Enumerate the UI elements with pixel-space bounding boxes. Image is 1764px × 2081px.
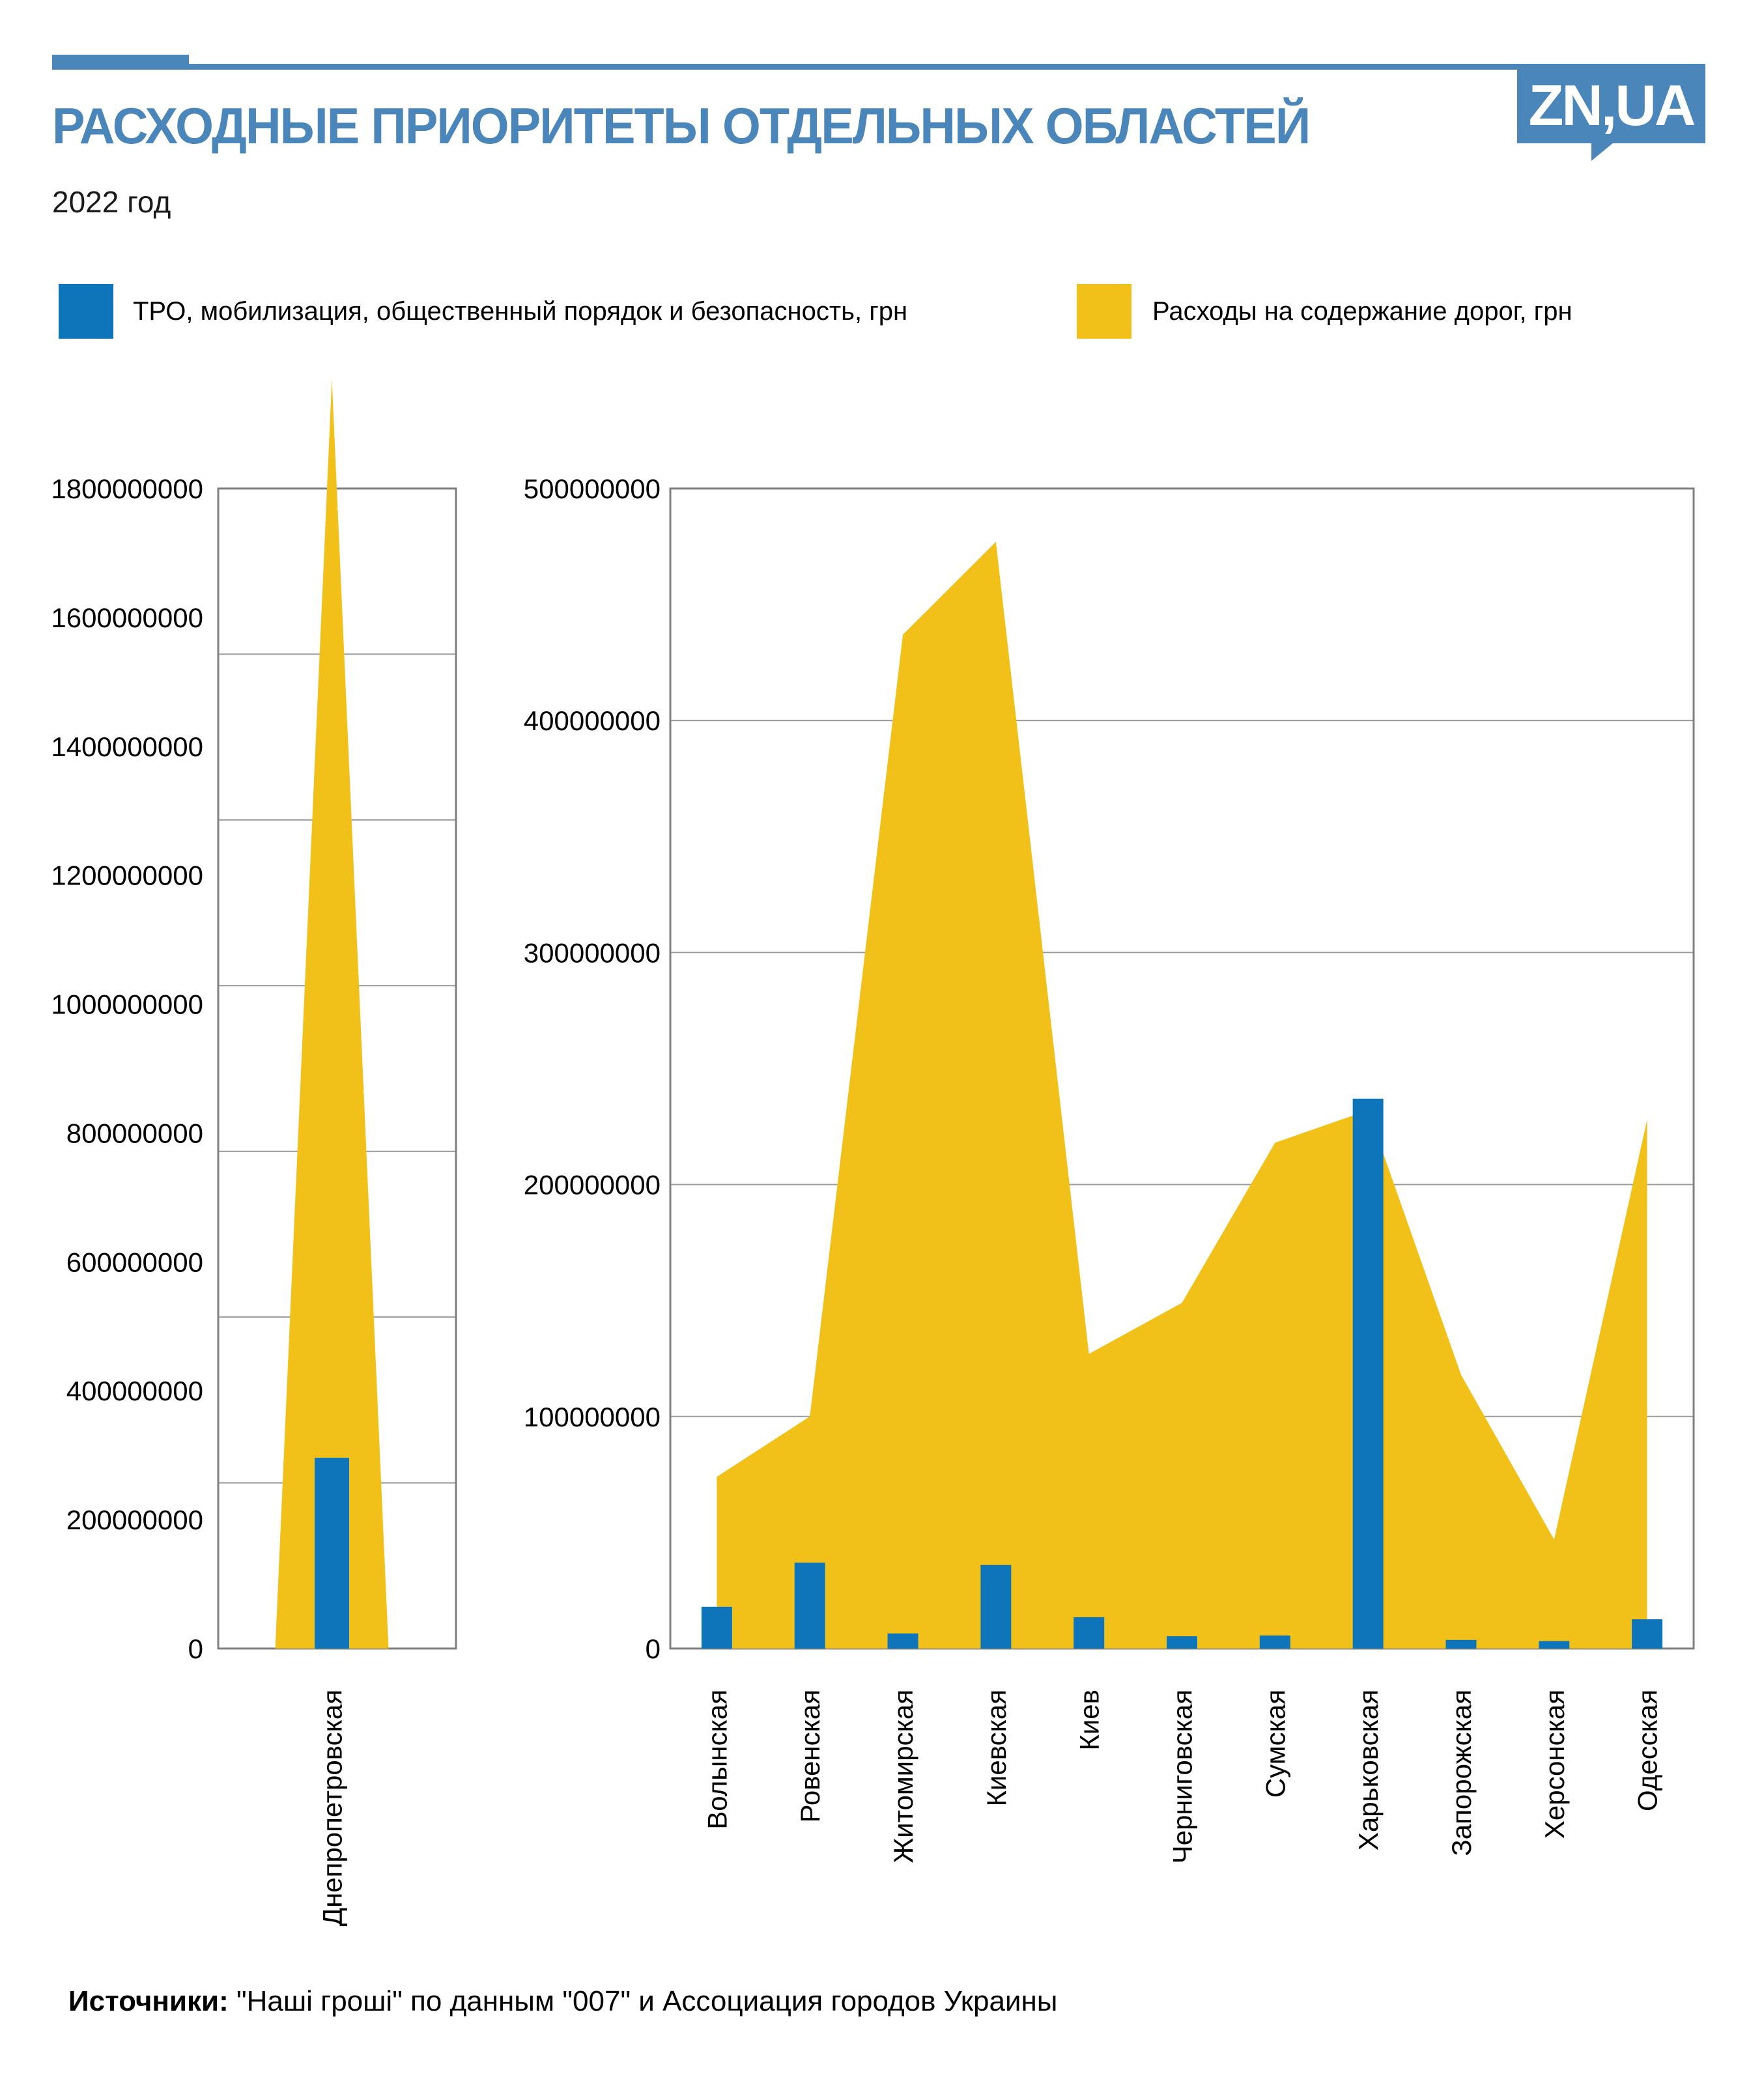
right-chart: 0 100000000 200000000 300000000 400000000 500… xyxy=(524,474,1695,1863)
bar-tro xyxy=(794,1563,825,1649)
category-label: Харьковская xyxy=(1353,1690,1384,1850)
category-label: Волынская xyxy=(702,1690,732,1830)
bar-tro xyxy=(1539,1641,1570,1649)
bar-tro xyxy=(1074,1617,1105,1649)
y-tick-label: 1800000000 xyxy=(51,474,203,504)
area-roads xyxy=(275,378,389,1649)
y-tick-label: 600000000 xyxy=(66,1247,203,1277)
bar-tro xyxy=(701,1606,732,1649)
category-label: Сумская xyxy=(1260,1690,1290,1798)
left-chart: 0 200000000 400000000 600000000 800000000 100… xyxy=(51,378,457,1926)
y-tick-label: 1400000000 xyxy=(51,731,203,762)
y-tick-label: 200000000 xyxy=(524,1170,661,1200)
category-label: Киев xyxy=(1074,1690,1105,1751)
zn-ua-logo-tail xyxy=(1591,143,1614,161)
bar-tro xyxy=(1352,1098,1384,1649)
category-label: Черниговская xyxy=(1167,1690,1198,1863)
bar-tro xyxy=(1167,1636,1197,1649)
bar-tro xyxy=(1632,1619,1663,1649)
y-tick-label: 1200000000 xyxy=(51,860,203,891)
y-tick-label: 1600000000 xyxy=(51,602,203,633)
source-line: Источники: "Наші гроші" по данным "007" … xyxy=(68,1985,1057,2018)
bar-tro xyxy=(887,1633,918,1649)
bar-tro xyxy=(980,1564,1012,1649)
category-label: Житомирская xyxy=(888,1690,918,1863)
bar-tro xyxy=(1445,1639,1477,1649)
y-tick-label: 800000000 xyxy=(66,1118,203,1148)
category-label: Одесская xyxy=(1632,1690,1663,1811)
source-label: Источники: xyxy=(68,1985,229,2017)
category-label: Херсонская xyxy=(1539,1690,1570,1839)
page-subtitle: 2022 год xyxy=(52,185,171,219)
zn-ua-logo: ZN,UA xyxy=(1517,67,1705,143)
y-tick-label: 500000000 xyxy=(524,474,661,504)
legend-label-tro: ТРО, мобилизация, общественный порядок и… xyxy=(133,296,908,326)
y-tick-label: 0 xyxy=(646,1634,661,1664)
y-tick-label: 300000000 xyxy=(524,937,661,968)
legend-label-roads: Расходы на содержание дорог, грн xyxy=(1152,296,1572,326)
zn-ua-logo-text: ZN,UA xyxy=(1528,72,1696,137)
bar-tro xyxy=(1259,1635,1290,1649)
legend-swatch-roads xyxy=(1077,284,1131,339)
y-tick-label: 400000000 xyxy=(66,1376,203,1406)
y-tick-label: 100000000 xyxy=(524,1402,661,1432)
y-tick-label: 0 xyxy=(188,1634,203,1664)
header-rule xyxy=(189,64,1705,70)
page-title: РАСХОДНЫЕ ПРИОРИТЕТЫ ОТДЕЛЬНЫХ ОБЛАСТЕЙ xyxy=(52,97,1311,154)
category-label: Ровенская xyxy=(795,1690,825,1822)
category-label: Киевская xyxy=(981,1690,1012,1807)
legend-swatch-tro xyxy=(59,284,113,339)
header-accent-block xyxy=(52,55,189,70)
bar-tro xyxy=(315,1458,349,1649)
y-tick-label: 400000000 xyxy=(524,705,661,736)
y-tick-label: 200000000 xyxy=(66,1505,203,1535)
area-roads xyxy=(717,541,1647,1649)
source-text: "Наші гроші" по данным "007" и Ассоциаци… xyxy=(228,1985,1058,2017)
category-label: Запорожская xyxy=(1446,1690,1477,1856)
category-label: Днепропетровская xyxy=(317,1690,348,1926)
y-tick-label: 1000000000 xyxy=(51,989,203,1020)
